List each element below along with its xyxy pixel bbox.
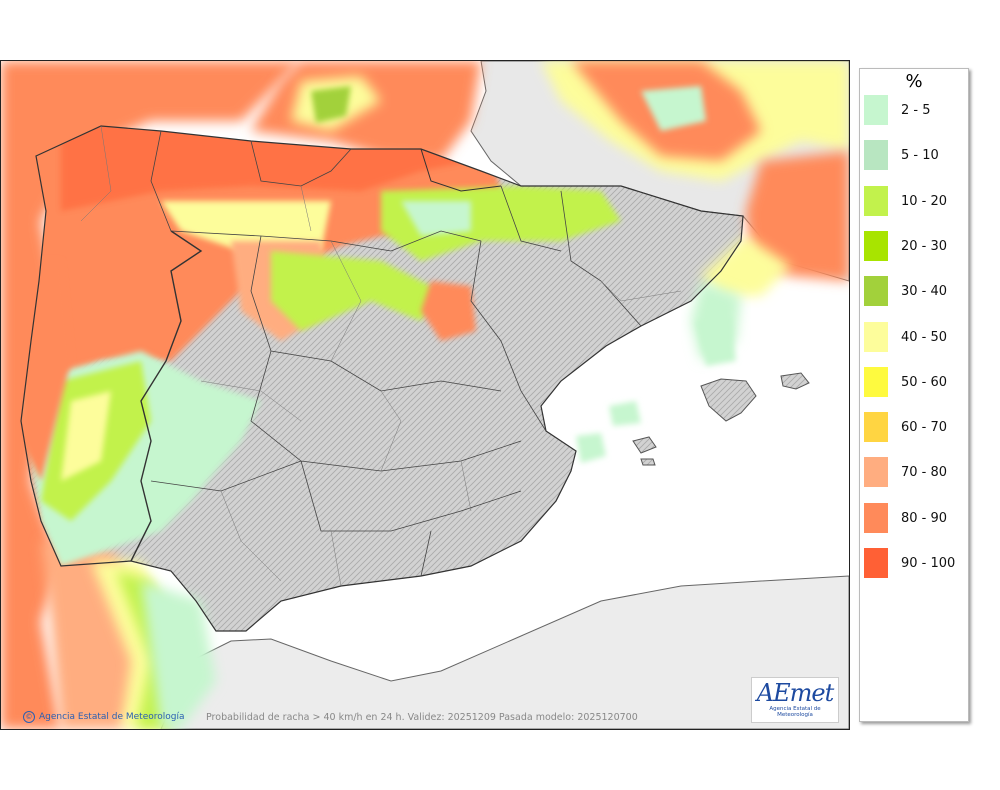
legend-swatch: [864, 457, 888, 488]
legend-label: 60 - 70: [901, 420, 948, 436]
legend-item: 70 - 80: [864, 457, 968, 488]
legend-label: 90 - 100: [901, 556, 956, 571]
legend-swatch: [864, 230, 888, 261]
legend-label: 5 - 10: [901, 148, 939, 164]
legend-item: 5 - 10: [864, 140, 968, 171]
africa-land: [160, 575, 849, 729]
legend-item: 90 - 100: [864, 548, 968, 578]
probability-fields: [1, 61, 849, 729]
legend-swatch: [864, 412, 888, 443]
legend-title: %: [905, 71, 923, 92]
legend-item: 2 - 5: [864, 95, 968, 125]
legend-label: 70 - 80: [901, 465, 948, 481]
legend-swatch: [864, 548, 888, 578]
menorca: [780, 372, 810, 390]
legend-swatch: [864, 321, 888, 352]
logo-subtitle: Agencia Estatal de Meteorología: [769, 706, 821, 718]
aemet-logo: AEmet Agencia Estatal de Meteorología: [751, 677, 839, 723]
copyright-icon: ©: [23, 711, 35, 723]
logo-wordmark: AEmet: [756, 679, 834, 707]
legend-label: 50 - 60: [901, 374, 948, 390]
legend-label: 40 - 50: [901, 329, 948, 345]
legend-swatch: [864, 276, 888, 307]
legend-item: 30 - 40: [864, 276, 968, 307]
legend-label: 2 - 5: [901, 103, 931, 118]
legend-label: 20 - 30: [901, 238, 948, 254]
legend-item: 10 - 20: [864, 185, 968, 216]
formentera: [640, 458, 656, 466]
borders: [20, 125, 744, 632]
legend: % 2 - 5 5 - 10 10 - 20 20 - 30 30 - 40 40 - 5…: [859, 68, 969, 722]
legend-item: 80 - 90: [864, 502, 968, 533]
probability-map: © Agencia Estatal de Meteorología Probabi…: [0, 60, 850, 730]
legend-swatch: [864, 140, 888, 171]
legend-swatch: [864, 95, 888, 125]
region-boundaries: [150, 130, 642, 577]
legend-item: 60 - 70: [864, 412, 968, 443]
credit-text: © Agencia Estatal de Meteorología: [23, 711, 185, 723]
map-caption: Probabilidad de racha > 40 km/h en 24 h.…: [206, 712, 638, 723]
legend-label: 30 - 40: [901, 284, 948, 300]
map-canvas: [1, 61, 849, 729]
legend-item: 50 - 60: [864, 366, 968, 397]
ibiza: [632, 436, 657, 454]
legend-swatch: [864, 502, 888, 533]
legend-label: 10 - 20: [901, 193, 948, 209]
legend-swatch: [864, 185, 888, 216]
legend-item: 20 - 30: [864, 230, 968, 261]
mallorca: [700, 378, 757, 422]
legend-label: 80 - 90: [901, 510, 948, 526]
province-boundaries: [80, 125, 682, 587]
legend-swatch: [864, 366, 888, 397]
legend-item: 40 - 50: [864, 321, 968, 352]
